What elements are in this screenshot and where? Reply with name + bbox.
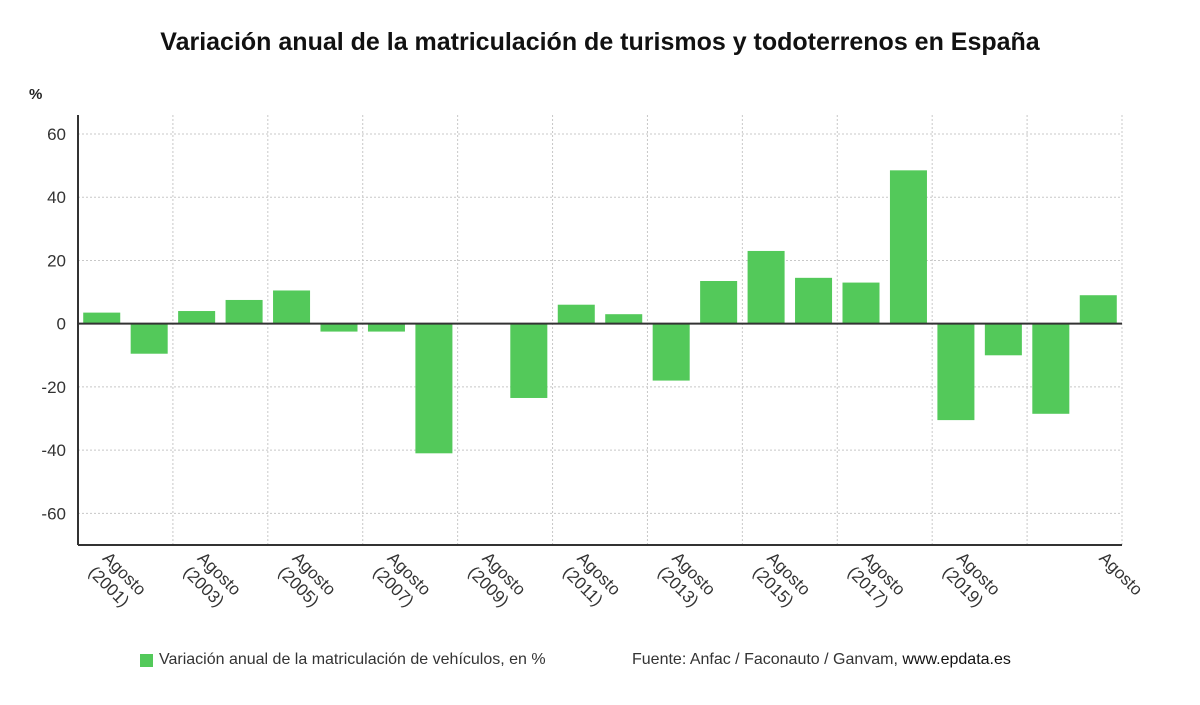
bar bbox=[178, 311, 216, 324]
bar bbox=[1079, 295, 1117, 324]
bar-chart: 60 40 20 0 -20 -40 -60 Agosto(2001) Agosto(2003… bbox=[41, 115, 1147, 613]
x-tick-label: Agosto bbox=[1095, 548, 1146, 599]
y-axis-unit: % bbox=[29, 86, 43, 103]
x-tick-label: Agosto(2007) bbox=[369, 548, 434, 613]
x-tick-text: Agosto(2009) bbox=[464, 548, 529, 613]
source-note: Fuente: Anfac / Faconauto / Ganvam, www.… bbox=[632, 651, 1011, 669]
bar bbox=[605, 314, 643, 324]
x-tick-text: Agosto(2013) bbox=[654, 548, 719, 613]
bar bbox=[83, 312, 121, 324]
legend-swatch bbox=[140, 653, 153, 667]
bar bbox=[510, 323, 548, 398]
source-site: www.epdata.es bbox=[902, 651, 1011, 668]
x-tick-label: Agosto(2015) bbox=[749, 548, 814, 613]
x-tick-label: Agosto(2001) bbox=[85, 548, 150, 613]
bars bbox=[83, 170, 1117, 454]
y-tick-label: 20 bbox=[47, 251, 66, 270]
bar bbox=[130, 323, 168, 354]
x-tick-text: Agosto(2011) bbox=[559, 548, 624, 613]
y-tick-label: -40 bbox=[41, 441, 66, 460]
bar bbox=[889, 170, 927, 324]
bar bbox=[273, 290, 311, 324]
bar bbox=[1032, 323, 1070, 414]
bar bbox=[225, 299, 263, 324]
x-tick-text: Agosto(2001) bbox=[85, 548, 150, 613]
bar bbox=[415, 323, 453, 454]
x-tick-text: Agosto bbox=[1095, 548, 1146, 599]
chart-title: Variación anual de la matriculación de t… bbox=[160, 28, 1040, 56]
y-tick-label: 0 bbox=[57, 315, 66, 334]
bar bbox=[984, 323, 1022, 356]
y-tick-labels: 60 40 20 0 -20 -40 -60 bbox=[41, 125, 66, 523]
x-tick-text: Agosto(2005) bbox=[275, 548, 340, 613]
x-tick-labels: Agosto(2001) Agosto(2003) Agosto(2005) Agos… bbox=[85, 548, 1147, 613]
y-tick-label: 40 bbox=[47, 188, 66, 207]
axes bbox=[77, 115, 1122, 546]
bar bbox=[842, 282, 880, 324]
bar bbox=[367, 323, 405, 332]
x-tick-label: Agosto(2003) bbox=[180, 548, 245, 613]
x-tick-label: Agosto(2013) bbox=[654, 548, 719, 613]
bar bbox=[652, 323, 690, 381]
y-tick-label: -20 bbox=[41, 378, 66, 397]
bar bbox=[747, 250, 785, 324]
legend: Variación anual de la matriculación de v… bbox=[140, 651, 546, 669]
bar bbox=[795, 277, 833, 324]
source-prefix: Fuente: Anfac / Faconauto / Ganvam, bbox=[632, 651, 903, 668]
x-tick-label: Agosto(2005) bbox=[275, 548, 340, 613]
y-tick-label: -60 bbox=[41, 504, 66, 523]
x-tick-text: Agosto(2017) bbox=[844, 548, 909, 613]
x-tick-label: Agosto(2019) bbox=[939, 548, 1004, 613]
x-tick-text: Agosto(2003) bbox=[180, 548, 245, 613]
bar bbox=[320, 323, 358, 332]
x-tick-label: Agosto(2009) bbox=[464, 548, 529, 613]
x-tick-text: Agosto(2007) bbox=[369, 548, 434, 613]
bar bbox=[700, 280, 738, 324]
x-tick-text: Agosto(2019) bbox=[939, 548, 1004, 613]
x-tick-label: Agosto(2017) bbox=[844, 548, 909, 613]
x-tick-line: Agosto bbox=[1095, 548, 1146, 599]
bar bbox=[557, 304, 595, 324]
x-tick-label: Agosto(2011) bbox=[559, 548, 624, 613]
bar bbox=[937, 323, 975, 421]
legend-label: Variación anual de la matriculación de v… bbox=[159, 651, 546, 668]
x-tick-text: Agosto(2015) bbox=[749, 548, 814, 613]
y-tick-label: 60 bbox=[47, 125, 66, 144]
